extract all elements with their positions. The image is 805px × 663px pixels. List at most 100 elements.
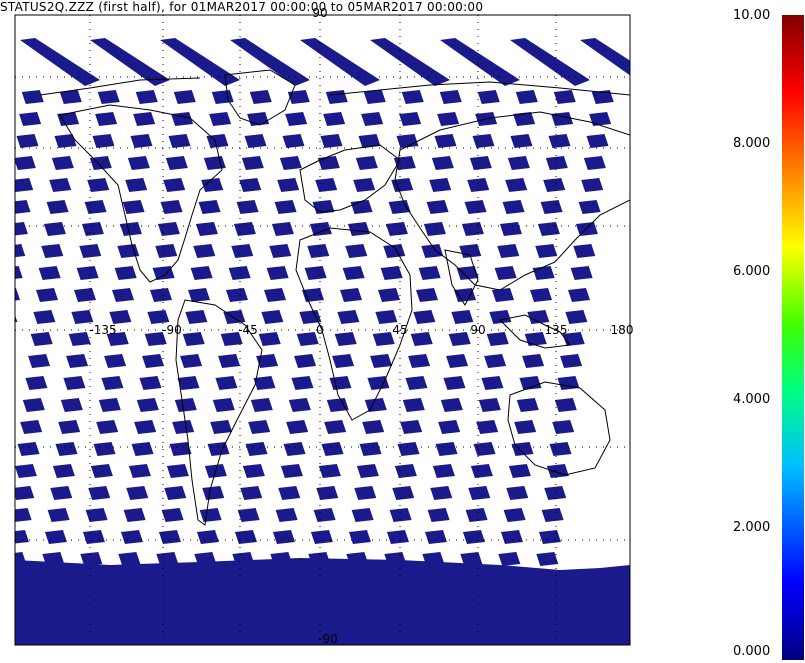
swath-segment	[388, 200, 411, 214]
swath-segment	[50, 486, 73, 500]
swath-segment	[431, 156, 454, 170]
swath-segment	[586, 134, 609, 148]
swath-segment	[201, 178, 224, 192]
swath-segment	[326, 398, 349, 412]
swath-segment	[511, 442, 534, 456]
swath-segment	[85, 508, 108, 522]
swath-segment	[309, 222, 332, 236]
swath-segment	[469, 156, 492, 170]
swath-segment	[220, 332, 243, 346]
swath-segment	[84, 200, 107, 214]
swath-segment	[321, 442, 344, 456]
swath-segment	[375, 310, 398, 324]
swath-segment	[248, 420, 271, 434]
swath-segment	[190, 266, 213, 280]
swath-segment	[15, 156, 36, 170]
asia-outline	[394, 111, 630, 291]
swath-segment	[28, 354, 51, 368]
swath-segment	[236, 200, 259, 214]
swath-segment	[169, 442, 192, 456]
swath-segment	[535, 244, 558, 258]
swath-segment	[553, 90, 576, 104]
swath-segment	[510, 134, 533, 148]
swath-segment	[211, 90, 234, 104]
swath-segment	[166, 464, 189, 478]
swath-segment	[19, 112, 42, 126]
swath-band	[440, 38, 520, 86]
swath-segment	[118, 552, 141, 566]
swath-segment	[96, 420, 119, 434]
swath-segment	[228, 266, 251, 280]
swath-segment	[513, 112, 536, 126]
swath-segment	[172, 420, 195, 434]
swath-segment	[391, 178, 414, 192]
swath-segment	[22, 398, 45, 412]
longitude-labels: -135 -90 -45 0 45 90 135 180	[89, 323, 633, 337]
swath-segment	[16, 134, 39, 148]
se-asia-islands-outline	[498, 314, 571, 349]
swath-segment	[296, 332, 319, 346]
swath-segment	[361, 112, 384, 126]
colorbar-label: 2.000	[733, 520, 771, 535]
coastlines	[39, 69, 630, 526]
swath-segment	[90, 464, 113, 478]
swath-segment	[351, 508, 374, 522]
swath-segment	[459, 244, 482, 258]
swath-segment	[128, 464, 151, 478]
swath-segment	[264, 288, 286, 302]
lon-label: -45	[238, 323, 258, 337]
swath-segment	[464, 200, 487, 214]
swath-segment	[68, 332, 91, 346]
lon-label: 180	[611, 323, 634, 337]
swath-segment	[515, 90, 538, 104]
swath-segment	[575, 222, 598, 236]
swath-segment	[506, 486, 529, 500]
swath-segment	[465, 508, 488, 522]
swath-segment	[508, 464, 531, 478]
swath-segment	[359, 442, 382, 456]
swath-segment	[95, 112, 118, 126]
swath-segment	[560, 354, 583, 368]
swath-segment	[199, 508, 222, 522]
swath-segment	[527, 310, 550, 324]
swath-segment	[47, 508, 70, 522]
swath-segment	[476, 420, 499, 434]
swath-segment	[139, 376, 162, 390]
swath-segment	[15, 266, 23, 279]
swath-band	[160, 38, 240, 86]
swath-segment	[51, 156, 74, 170]
south-america-outline	[175, 299, 263, 526]
swath-segment	[413, 310, 436, 324]
swath-segment	[241, 156, 264, 170]
swath-band	[510, 38, 590, 86]
swath-segment	[36, 288, 58, 302]
arctic-coast-outline	[39, 77, 630, 96]
swath-segment	[472, 134, 495, 148]
swath-segment	[38, 266, 61, 280]
lon-label: 135	[545, 323, 568, 337]
swath-segment	[79, 244, 102, 258]
swath-segment	[156, 552, 179, 566]
swath-segment	[33, 310, 56, 324]
swath-segment	[291, 376, 314, 390]
swath-segment	[210, 420, 233, 434]
swath-segment	[20, 420, 43, 434]
swath-segment	[15, 288, 20, 301]
swath-segment	[481, 376, 504, 390]
swath-segment	[120, 530, 143, 544]
swath-segment	[30, 332, 53, 346]
swath-segment	[15, 486, 35, 500]
swath-segment	[347, 222, 370, 236]
swath-segment	[522, 354, 545, 368]
swath-segment	[209, 112, 232, 126]
swath-segment	[505, 178, 528, 192]
swath-segment	[355, 156, 378, 170]
swath-segment	[287, 90, 310, 104]
swath-segment	[334, 332, 357, 346]
swath-segment	[266, 266, 289, 280]
lat-label-south: -90	[318, 632, 338, 646]
swath-segment	[240, 486, 263, 500]
swath-segment	[438, 420, 461, 434]
swath-segment	[258, 332, 281, 346]
